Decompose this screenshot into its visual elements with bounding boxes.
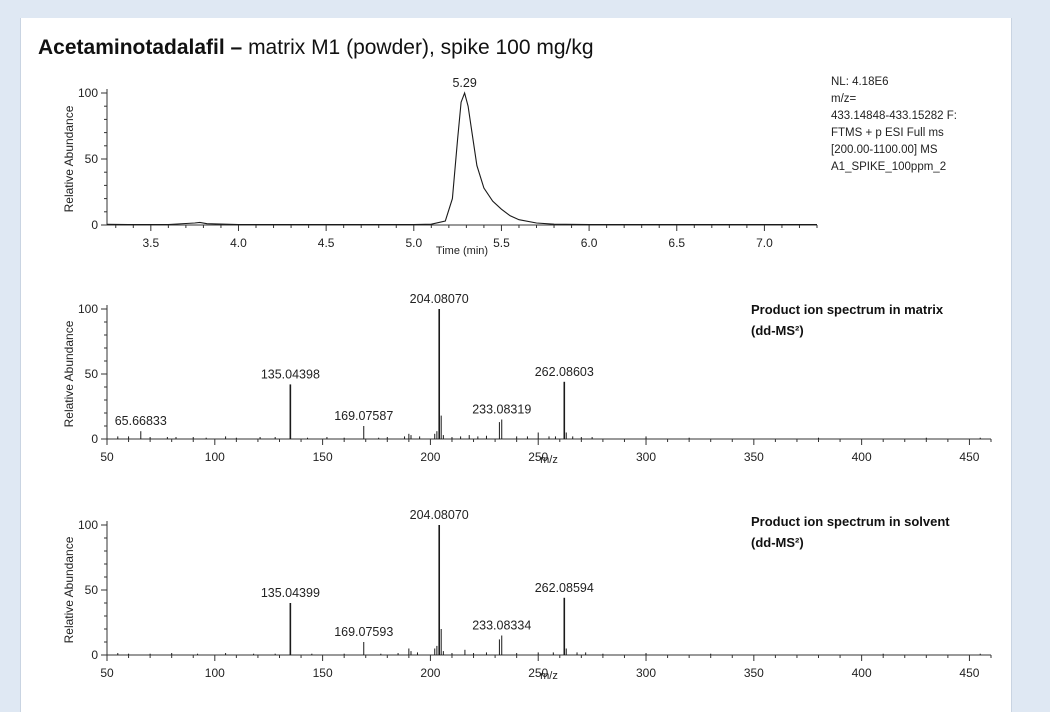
panel1-x-tick-label: 5.5 xyxy=(493,236,510,250)
panel2-spectrum-annotation: Product ion spectrum in matrix xyxy=(751,302,944,317)
panel2-x-tick-label: 50 xyxy=(100,450,114,464)
panel3-peak-label: 135.04399 xyxy=(261,586,320,600)
panel3-peak-label: 204.08070 xyxy=(410,508,469,522)
panel1-x-tick-label: 7.0 xyxy=(756,236,773,250)
panel1-scan-info-line: NL: 4.18E6 xyxy=(831,76,889,88)
panel2-peak-label: 135.04398 xyxy=(261,367,320,381)
panel2-x-axis-title: m/z xyxy=(540,454,558,466)
panel1-scan-info-line: 433.14848-433.15282 F: xyxy=(831,110,957,122)
panel1-x-axis-title: Time (min) xyxy=(436,245,488,257)
panel3-y-axis-title: Relative Abundance xyxy=(62,536,76,643)
panel2-x-tick-label: 450 xyxy=(959,450,979,464)
panel2-peak-label: 65.66833 xyxy=(115,414,167,428)
panel1-chromatogram-trace xyxy=(106,91,817,226)
panel2-x-tick-label: 100 xyxy=(205,450,225,464)
panel1-x-tick-label: 5.0 xyxy=(405,236,422,250)
panel1-x-tick-label: 4.5 xyxy=(318,236,335,250)
panel3-x-tick-label: 150 xyxy=(313,666,333,680)
panel1-y-tick-label: 50 xyxy=(85,152,99,166)
panel1-y-tick-label: 100 xyxy=(78,86,98,100)
panel1-x-tick-label: 6.5 xyxy=(668,236,685,250)
panel3-peak-label: 169.07593 xyxy=(334,625,393,639)
panel2-y-tick-label: 100 xyxy=(78,302,98,316)
panel1-scan-info-line: m/z= xyxy=(831,93,857,105)
panel3-peak-label: 262.08594 xyxy=(535,581,594,595)
panel2-x-tick-label: 200 xyxy=(420,450,440,464)
panel1-x-tick-label: 4.0 xyxy=(230,236,247,250)
panel1-scan-info-line: FTMS + p ESI Full ms xyxy=(831,127,944,139)
panel3-spectrum-annotation: Product ion spectrum in solvent xyxy=(751,514,950,529)
panel3-x-tick-label: 400 xyxy=(852,666,872,680)
figure-title: Acetaminotadalafil – matrix M1 (powder),… xyxy=(38,36,594,60)
panel3-x-tick-label: 300 xyxy=(636,666,656,680)
panel2-x-tick-label: 400 xyxy=(852,450,872,464)
panel2-peak-label: 262.08603 xyxy=(535,365,594,379)
panel3-x-tick-label: 200 xyxy=(420,666,440,680)
panel3-x-tick-label: 250 xyxy=(528,666,548,680)
panel3-peak-label: 233.08334 xyxy=(472,619,531,633)
panel3-x-tick-label: 450 xyxy=(959,666,979,680)
panel2-y-tick-label: 50 xyxy=(85,367,99,381)
title-compound: Acetaminotadalafil – xyxy=(38,36,243,59)
panel2-spectrum-annotation: (dd-MS²) xyxy=(751,323,804,338)
panel3-y-tick-label: 0 xyxy=(91,648,98,662)
panel2-y-tick-label: 0 xyxy=(91,432,98,446)
panel2-peak-label: 204.08070 xyxy=(410,292,469,306)
panel2-peak-label: 233.08319 xyxy=(472,403,531,417)
panel3-x-tick-label: 50 xyxy=(100,666,114,680)
panel2-peak-label: 169.07587 xyxy=(334,409,393,423)
panel3-x-axis-title: m/z xyxy=(540,670,558,682)
panel1-y-tick-label: 0 xyxy=(91,218,98,232)
panel3-y-tick-label: 50 xyxy=(85,583,99,597)
panel2-x-tick-label: 300 xyxy=(636,450,656,464)
panel2-y-axis-title: Relative Abundance xyxy=(62,320,76,427)
panel1-x-tick-label: 3.5 xyxy=(142,236,159,250)
panel1-y-axis-title: Relative Abundance xyxy=(62,105,76,212)
panel1-x-tick-label: 6.0 xyxy=(581,236,598,250)
panel3-x-tick-label: 100 xyxy=(205,666,225,680)
panel3-spectrum-annotation: (dd-MS²) xyxy=(751,535,804,550)
figure-panel: Acetaminotadalafil – matrix M1 (powder),… xyxy=(20,18,1012,712)
panel3-x-tick-label: 350 xyxy=(744,666,764,680)
panel2-x-tick-label: 150 xyxy=(313,450,333,464)
panel1-scan-info-line: A1_SPIKE_100ppm_2 xyxy=(831,161,946,173)
title-description: matrix M1 (powder), spike 100 mg/kg xyxy=(242,36,594,59)
panel2-x-tick-label: 350 xyxy=(744,450,764,464)
panel2-x-tick-label: 250 xyxy=(528,450,548,464)
panel1-peak-label: 5.29 xyxy=(452,76,476,90)
panel3-y-tick-label: 100 xyxy=(78,518,98,532)
panel1-scan-info-line: [200.00-1100.00] MS xyxy=(831,144,938,156)
